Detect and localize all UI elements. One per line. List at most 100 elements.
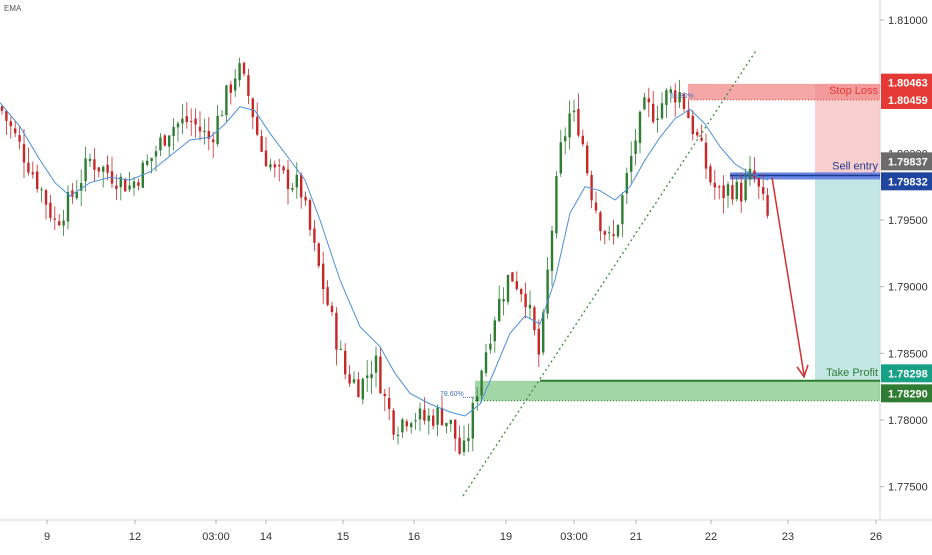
time-tick-label: 12 — [129, 531, 141, 543]
candle-body — [405, 421, 408, 427]
candle-body — [308, 200, 312, 230]
candle-body — [471, 402, 474, 439]
candle-body — [660, 103, 664, 119]
stop-loss-band — [688, 83, 880, 100]
candle-body — [414, 420, 417, 422]
candle-body — [410, 423, 413, 428]
candle-body — [225, 85, 228, 116]
candle-body — [330, 305, 334, 313]
candle-body — [445, 422, 448, 427]
take-profit-band — [475, 380, 880, 401]
candle-body — [0, 106, 4, 111]
candle-body — [542, 312, 545, 353]
candle-body — [172, 126, 175, 137]
candle-body — [256, 116, 259, 135]
sell-entry-tag-2: 1.79832 — [888, 176, 928, 188]
candle-body — [528, 304, 532, 309]
price-tick-label: 1.77500 — [888, 482, 928, 494]
candle-body — [278, 165, 281, 167]
time-tick-label: 19 — [500, 531, 512, 543]
take-profit-label: Take Profit — [826, 367, 878, 379]
price-tick-label: 1.81000 — [888, 15, 928, 27]
candle-body — [581, 135, 584, 145]
candle-body — [242, 62, 246, 74]
candle-body — [335, 312, 338, 350]
candle-body — [357, 379, 360, 398]
candle-body — [766, 195, 769, 216]
candle-body — [49, 202, 52, 218]
candle-body — [396, 434, 400, 436]
sell-entry-label: Sell entry — [832, 160, 878, 172]
stop-loss-label: Stop Loss — [829, 85, 878, 97]
candle-body — [476, 396, 479, 402]
candle-body — [53, 218, 56, 220]
candle-body — [537, 328, 540, 355]
arrow-head — [796, 364, 809, 379]
stop-loss-tag-1: 1.80463 — [888, 78, 928, 90]
candle-body — [383, 393, 386, 397]
candle-body — [696, 132, 699, 136]
candle-body — [366, 375, 369, 378]
candle-body — [137, 182, 140, 186]
candle-body — [124, 179, 127, 192]
candle-body — [568, 113, 571, 138]
time-tick-label: 23 — [782, 531, 794, 543]
candle-body — [704, 142, 708, 169]
candle-body — [484, 352, 488, 373]
candle-body — [564, 136, 567, 142]
time-tick-label: 15 — [337, 531, 349, 543]
candle-body — [432, 415, 435, 426]
candle-body — [295, 174, 298, 188]
candle-body — [753, 170, 756, 179]
candle-body — [656, 118, 659, 120]
candle-body — [731, 185, 734, 200]
candle-body — [590, 174, 593, 201]
candle-body — [638, 111, 642, 144]
candle-body — [418, 408, 422, 420]
candle-body — [735, 181, 738, 200]
candle-body — [31, 172, 34, 175]
candle-body — [22, 144, 26, 163]
candle-body — [726, 184, 730, 196]
price-tick-label: 1.78000 — [888, 415, 928, 427]
candle-body — [423, 409, 426, 421]
candle-body — [339, 348, 342, 350]
candle-body — [757, 177, 760, 187]
candle-body — [700, 137, 703, 141]
candle-body — [106, 164, 109, 173]
candle-body — [207, 131, 210, 139]
candle-body — [586, 145, 589, 174]
candle-body — [84, 158, 87, 182]
time-tick-label: 21 — [630, 531, 642, 543]
candle-body — [198, 126, 202, 132]
candle-body — [744, 179, 747, 201]
candle-body — [480, 370, 483, 396]
candle-body — [115, 185, 118, 190]
sell-entry-tag-2-bg — [881, 172, 932, 191]
candle-body — [36, 171, 39, 189]
candle-body — [502, 299, 505, 302]
candle-body — [682, 94, 686, 109]
reward-zone — [815, 179, 880, 381]
candle-body — [132, 181, 136, 188]
candle-body — [304, 196, 307, 201]
candle-body — [185, 116, 188, 123]
candle-body — [458, 437, 461, 454]
candle-body — [40, 189, 43, 191]
candle-body — [291, 187, 294, 190]
candle-body — [75, 192, 78, 199]
candle-body — [146, 160, 149, 165]
candle-body — [370, 374, 373, 379]
candle-body — [97, 167, 100, 172]
candle-body — [621, 195, 624, 225]
candle-body — [5, 110, 8, 121]
candle-body — [678, 92, 681, 103]
candle-body — [229, 84, 232, 93]
candle-body — [88, 158, 92, 162]
take-profit-tag-2: 1.78290 — [888, 388, 928, 400]
time-tick-label: 03:00 — [202, 531, 230, 543]
time-tick-label: 16 — [408, 531, 420, 543]
candle-body — [181, 118, 184, 124]
candle-body — [352, 379, 356, 383]
